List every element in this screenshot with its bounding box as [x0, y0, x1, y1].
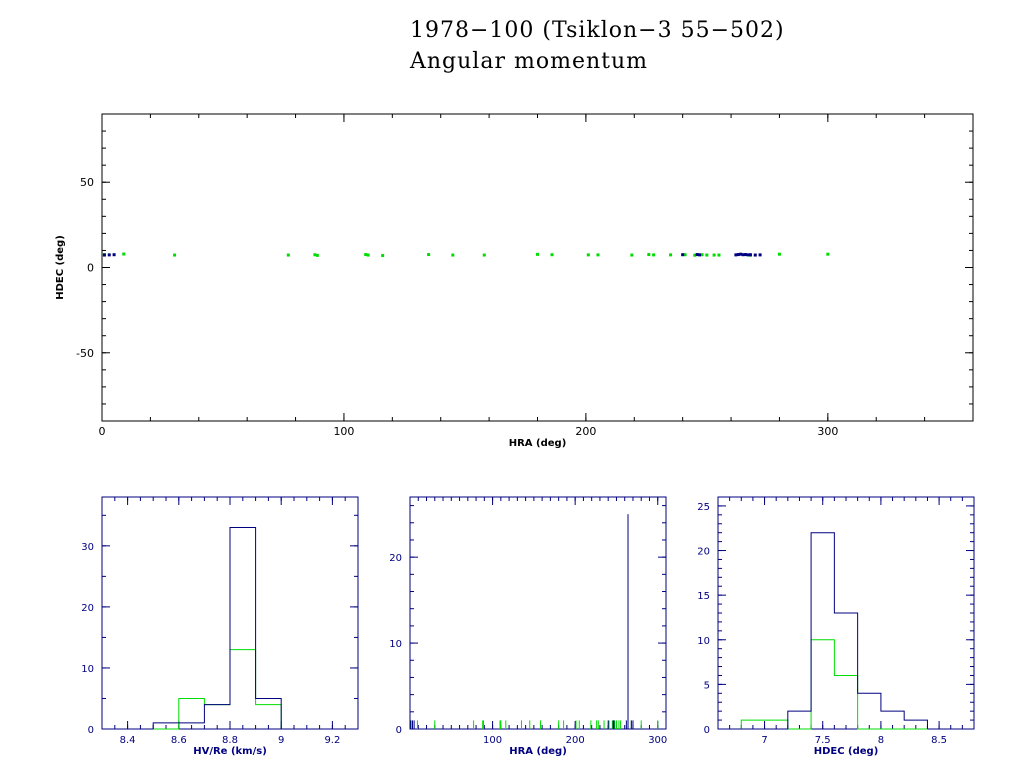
- velocity-histogram: 8.4 8.6 8.8 9 9.2 0 10 20 30 HV/Re (km/s): [81, 496, 359, 757]
- data-point: [173, 253, 177, 257]
- x-tick-label: 200: [575, 425, 596, 438]
- y-tick-label: 25: [697, 502, 710, 513]
- data-point: [681, 253, 685, 257]
- x-tick-label: 7: [761, 735, 767, 746]
- data-point: [741, 253, 745, 257]
- data-point: [717, 253, 721, 257]
- y-tick-label: 20: [697, 547, 710, 558]
- x-tick-label: 8.4: [120, 735, 136, 746]
- data-point: [758, 253, 762, 257]
- hdec-histogram: 7 7.5 8 8.5 0 5 10 15 20 25 HDEC (deg): [697, 496, 975, 757]
- plot-frame: [409, 496, 667, 730]
- data-point: [647, 253, 651, 257]
- histogram-series-0: [153, 649, 282, 730]
- y-tick-label: 10: [81, 664, 94, 675]
- histogram-series-1: [152, 527, 282, 729]
- data-point: [451, 253, 455, 257]
- data-point: [826, 252, 830, 256]
- data-point: [669, 253, 673, 257]
- y-tick-label: 15: [697, 591, 710, 602]
- data-point: [746, 253, 750, 257]
- data-point: [695, 253, 699, 257]
- x-tick-label: 300: [817, 425, 838, 438]
- data-point: [739, 252, 743, 256]
- x-tick-label: 8: [878, 735, 884, 746]
- data-point: [315, 253, 319, 257]
- data-point: [744, 253, 748, 257]
- data-point: [112, 253, 116, 257]
- x-tick-label: 8.5: [931, 735, 947, 746]
- x-tick-label: 9.2: [324, 735, 340, 746]
- data-point: [712, 253, 716, 257]
- data-point: [753, 253, 757, 257]
- hra-histogram: 100 200 300 0 10 20 HRA (deg): [389, 496, 667, 757]
- data-point: [586, 253, 590, 257]
- data-point: [366, 253, 370, 257]
- chart-subtitle: Angular momentum: [409, 49, 648, 74]
- plot-frame: [101, 113, 974, 422]
- y-tick-label: 5: [704, 680, 710, 691]
- y-tick-label: 0: [396, 725, 402, 736]
- data-point: [536, 252, 539, 256]
- x-tick-label: 200: [566, 735, 585, 746]
- data-point: [107, 253, 111, 257]
- y-tick-label: 30: [81, 542, 94, 553]
- data-point: [102, 253, 106, 257]
- x-tick-label: 8.8: [222, 735, 238, 746]
- data-point: [596, 253, 600, 257]
- data-point: [683, 253, 687, 257]
- y-tick-label: 10: [697, 636, 710, 647]
- data-point: [736, 253, 740, 257]
- data-point: [313, 253, 317, 257]
- x-tick-label: 100: [333, 425, 354, 438]
- y-axis-label: HDEC (deg): [55, 235, 66, 300]
- histogram-series-1: [741, 532, 928, 730]
- data-point: [777, 252, 781, 256]
- data-point: [550, 253, 554, 257]
- data-point: [748, 253, 752, 257]
- y-tick-label: 20: [389, 553, 402, 564]
- y-tick-label: 0: [88, 725, 94, 736]
- data-point: [427, 253, 431, 257]
- data-point: [381, 254, 385, 258]
- data-point: [693, 253, 697, 257]
- y-tick-label: 0: [704, 725, 710, 736]
- y-tick-label: 0: [87, 262, 94, 275]
- data-point: [698, 253, 702, 257]
- data-point: [364, 253, 368, 257]
- data-point: [122, 252, 126, 256]
- x-axis-label: HV/Re (km/s): [193, 746, 267, 757]
- data-point: [630, 253, 634, 257]
- chart-title: 1978−100 (Tsiklon−3 55−502): [410, 18, 785, 43]
- x-tick-label: 100: [483, 735, 502, 746]
- histogram-series-0: [740, 639, 928, 730]
- data-point: [700, 253, 704, 257]
- y-tick-label: 10: [389, 639, 402, 650]
- x-tick-label: 8.6: [171, 735, 187, 746]
- y-tick-label: -50: [76, 347, 94, 360]
- x-tick-label: 7.5: [815, 735, 831, 746]
- x-axis-label: HDEC (deg): [814, 746, 879, 757]
- data-point: [286, 253, 290, 257]
- y-tick-label: 50: [80, 176, 94, 189]
- y-tick-label: 20: [81, 603, 94, 614]
- main-scatter-plot: 0 100 200 300 -50 0 50 HRA (deg) HDEC (deg): [55, 113, 974, 449]
- data-point: [482, 253, 486, 257]
- x-tick-label: 300: [648, 735, 667, 746]
- x-axis-label: HRA (deg): [509, 438, 567, 449]
- x-tick-label: 0: [99, 425, 106, 438]
- data-point: [705, 253, 709, 257]
- data-point: [734, 253, 738, 257]
- data-point: [652, 253, 656, 257]
- x-axis-label: HRA (deg): [509, 746, 567, 757]
- x-tick-label: 9: [278, 735, 284, 746]
